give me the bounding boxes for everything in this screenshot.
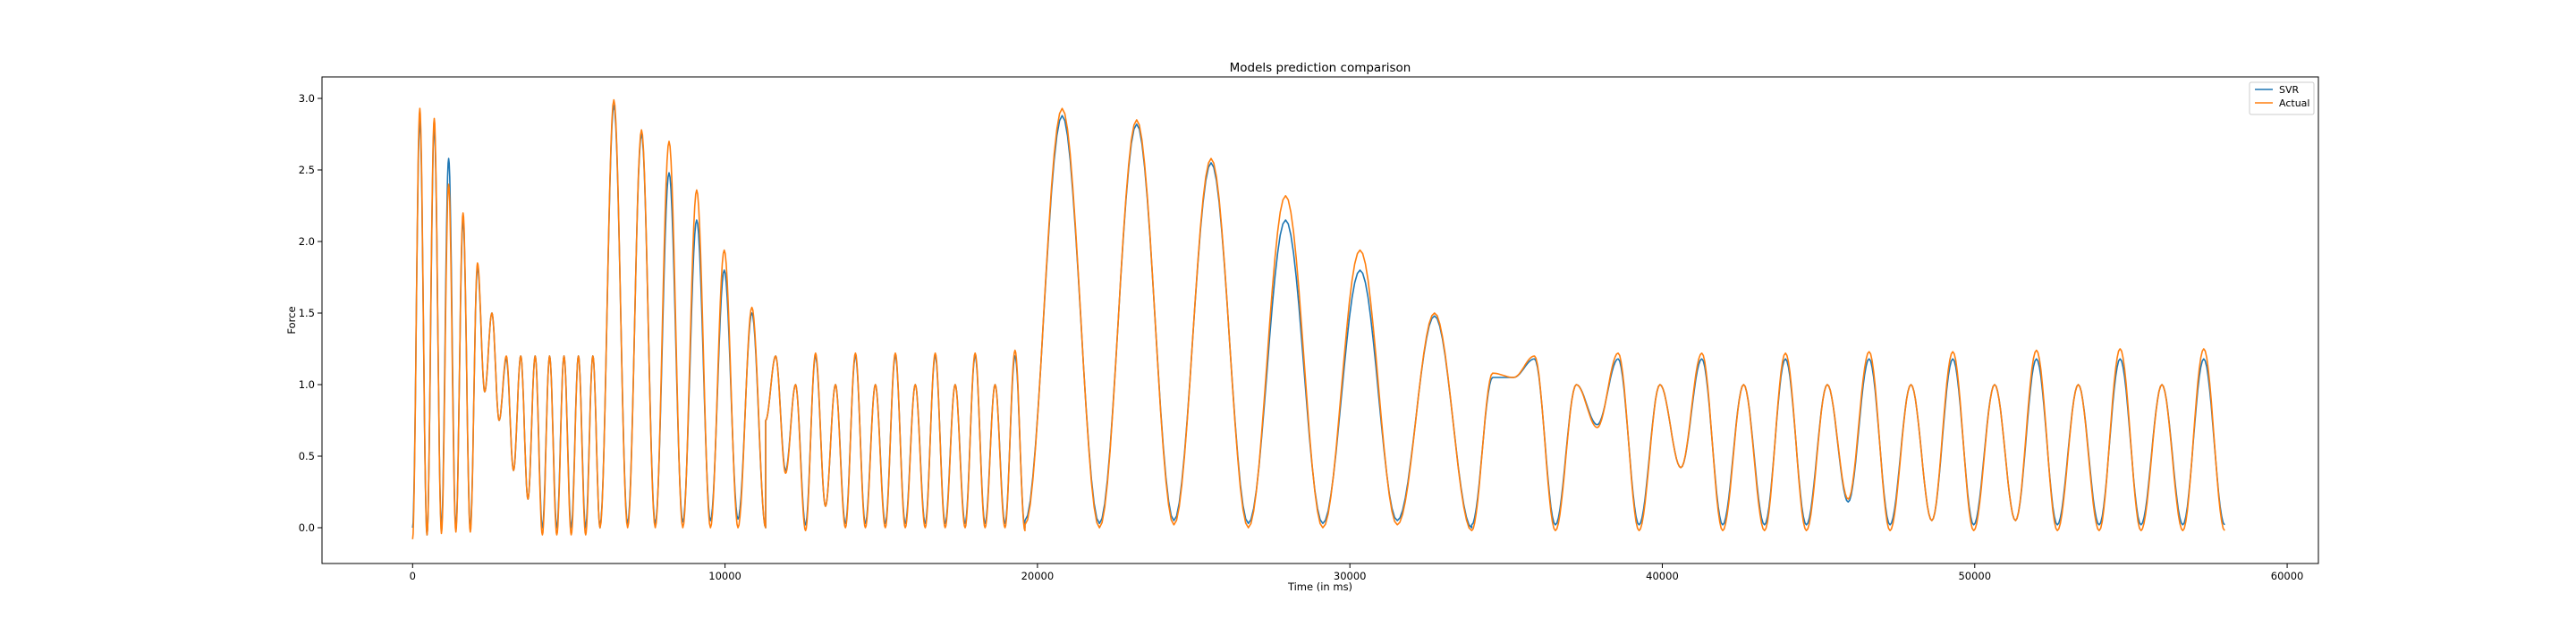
y-tick-label: 0.5 bbox=[299, 450, 315, 462]
x-axis-label: Time (in ms) bbox=[1287, 580, 1352, 593]
chart-title: Models prediction comparison bbox=[1230, 61, 1411, 75]
y-tick-label: 1.5 bbox=[299, 307, 315, 319]
x-tick-label: 30000 bbox=[1334, 570, 1367, 582]
legend-actual-label: Actual bbox=[2279, 97, 2309, 109]
series-line-actual bbox=[411, 98, 2225, 539]
y-tick-label: 0.0 bbox=[299, 521, 315, 534]
legend-box bbox=[2249, 81, 2315, 115]
x-axis: 0 10000 20000 30000 40000 50000 60000 bbox=[410, 564, 2304, 582]
plot-frame bbox=[321, 76, 2319, 564]
series-layer bbox=[411, 98, 2225, 539]
y-tick-label: 2.0 bbox=[299, 235, 315, 248]
legend: SVR Actual bbox=[2249, 81, 2315, 115]
x-tick-label: 0 bbox=[410, 570, 416, 582]
y-axis: 0.0 0.5 1.0 1.5 2.0 2.5 3.0 bbox=[299, 92, 322, 534]
y-tick-label: 2.5 bbox=[299, 164, 315, 176]
x-tick-label: 20000 bbox=[1021, 570, 1055, 582]
x-tick-label: 40000 bbox=[1646, 570, 1679, 582]
y-tick-label: 3.0 bbox=[299, 92, 315, 105]
x-tick-label: 10000 bbox=[708, 570, 741, 582]
y-axis-label: Force bbox=[285, 306, 298, 334]
x-tick-label: 60000 bbox=[2271, 570, 2304, 582]
legend-svr-label: SVR bbox=[2279, 84, 2300, 96]
y-tick-label: 1.0 bbox=[299, 378, 315, 391]
x-tick-label: 50000 bbox=[1958, 570, 1991, 582]
